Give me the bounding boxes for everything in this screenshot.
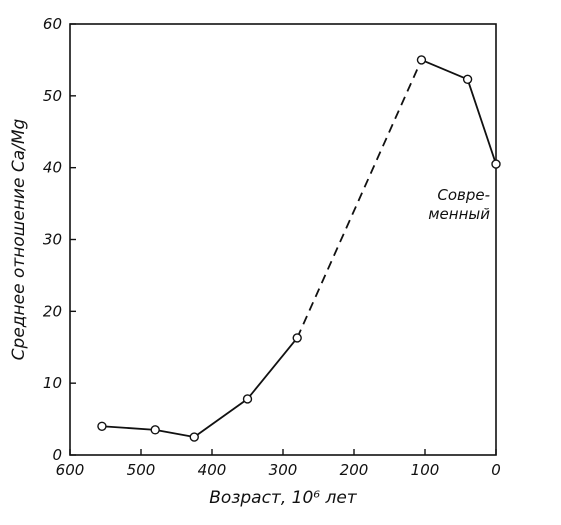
- y-tick-label: 10: [43, 374, 62, 392]
- plot-border: [69, 23, 497, 456]
- data-point: [189, 432, 199, 442]
- annotation-line-2: менный: [428, 205, 490, 223]
- line-segment: [246, 337, 298, 400]
- x-axis-label: Возраст, 10⁶ лет: [209, 488, 358, 508]
- line-segment: [155, 428, 195, 438]
- data-point: [292, 333, 302, 343]
- annotation-modern: Совре- менный: [428, 186, 490, 223]
- y-axis-label: Среднее отношение Ca/Mg: [9, 118, 29, 360]
- y-tick-label: 50: [43, 87, 62, 105]
- x-tick-label: 300: [269, 461, 298, 479]
- y-tick-label: 40: [43, 159, 62, 177]
- axis-ticks: [69, 23, 497, 456]
- x-tick-label: 200: [340, 461, 369, 479]
- data-point: [416, 55, 427, 65]
- x-tick-label: 0: [491, 461, 501, 479]
- data-point: [242, 394, 253, 404]
- data-point: [462, 74, 473, 85]
- y-tick-label: 20: [43, 302, 62, 320]
- series-group: [101, 59, 497, 438]
- plot-frame: [69, 23, 497, 456]
- x-tick-label: 500: [127, 461, 156, 479]
- data-point: [491, 159, 501, 169]
- line-segment: [101, 425, 156, 431]
- x-tick-label: 600: [56, 461, 85, 479]
- y-tick-label: 60: [43, 15, 62, 33]
- line-segment-dashed: [296, 59, 423, 339]
- axis-tick-labels: 600 500 400 300 200 100 0 0 10 20 30 40 50 60: [43, 15, 501, 479]
- x-tick-label: 100: [411, 461, 440, 479]
- line-segment: [466, 79, 497, 165]
- points-group: [97, 55, 501, 442]
- line-segment: [193, 398, 249, 438]
- annotation-line-1: Совре-: [437, 186, 490, 204]
- y-tick-label: 30: [43, 231, 62, 249]
- y-tick-label: 0: [52, 446, 62, 464]
- data-point: [97, 421, 107, 431]
- line-segment: [421, 59, 468, 81]
- data-point: [150, 425, 160, 435]
- x-tick-label: 400: [198, 461, 227, 479]
